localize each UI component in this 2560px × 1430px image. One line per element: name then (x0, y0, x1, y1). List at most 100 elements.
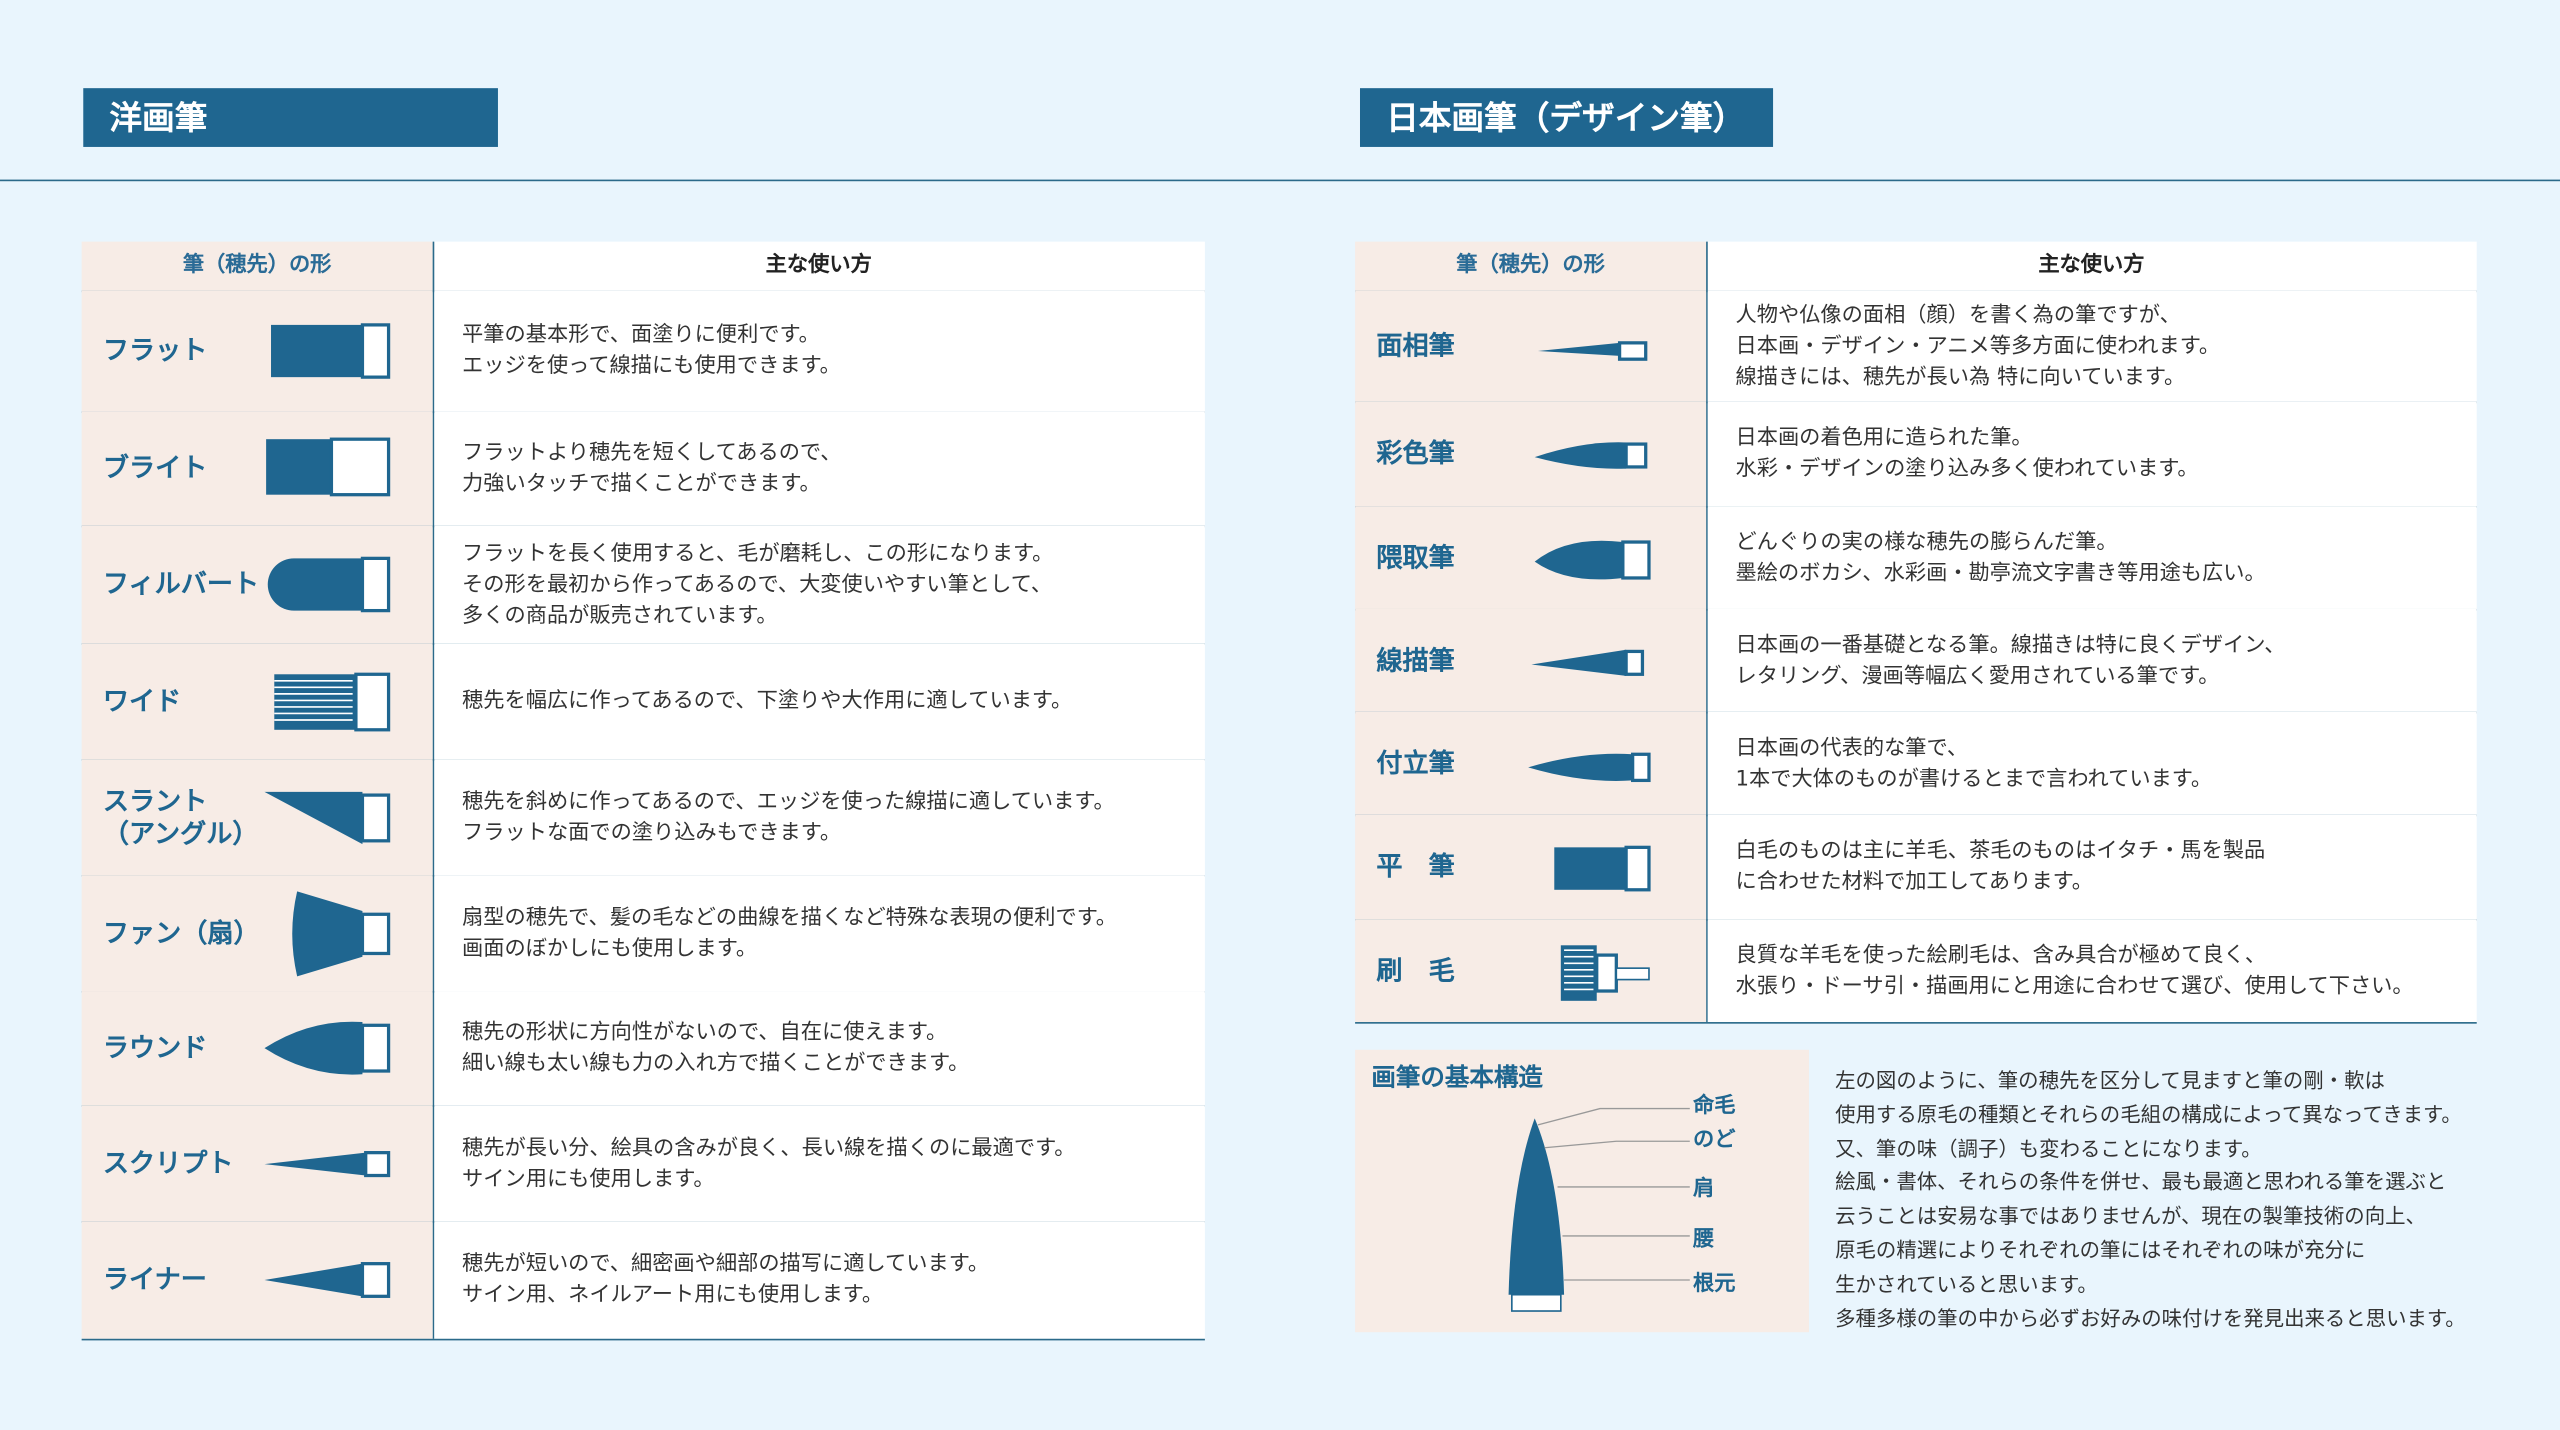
usage-line: エッジを使って線描にも使用できます。 (462, 354, 841, 379)
desc-cell (1707, 608, 2477, 712)
name-cell (1355, 401, 1707, 507)
structure-box (1355, 1049, 1809, 1333)
name-cell (1355, 608, 1707, 712)
desc-cell (1707, 290, 2477, 402)
structure-text: 多種多様の筆の中から必ずお好みの味付けを発見出来ると思います。 (1835, 1305, 2466, 1330)
brush-name: ラウンド (103, 991, 208, 1105)
name-line: スクリプト (102, 1146, 234, 1178)
structure-text: 使用する原毛の種類とそれらの毛組の構成によって異なってきます。 (1835, 1101, 2462, 1127)
name-cell (1355, 290, 1707, 402)
brush-usage: 日本画の代表的な筆で、 1本で大体のものが書けるとまで言われています。 (1736, 712, 2213, 815)
name-line: 彩色筆 (1376, 437, 1455, 469)
brush-name: ブライト (103, 411, 208, 525)
section-title: 日本画筆（デザイン筆） (1359, 88, 1774, 147)
brush-usage: フラットより穂先を短くしてあるので、 力強いタッチで描くことができます。 (462, 411, 842, 525)
brush-name: フラット (103, 291, 208, 412)
usage-line: 日本画の代表的な筆で、 (1735, 735, 1969, 760)
brush-icon (271, 323, 391, 379)
desc-cell (1707, 506, 2477, 609)
brush-icon (1528, 751, 1651, 782)
desc-cell (434, 643, 1205, 760)
structure-text: 原毛の精選によりそれぞれの筆にはそれぞれの味が充分に (1835, 1237, 2366, 1263)
name-line: 線描筆 (1376, 644, 1455, 676)
name-line: 刷 毛 (1376, 954, 1455, 986)
usage-line: 水彩・デザインの塗り込み多く使われています。 (1735, 457, 2199, 482)
desc-cell (434, 1105, 1205, 1222)
desc-cell (434, 875, 1205, 992)
part-label: 根元 (1693, 1271, 1736, 1297)
usage-line: 日本画の着色用に造られた筆。 (1735, 426, 2033, 451)
usage-line: 穂先を幅広に作ってあるので、下塗りや大作用に適しています。 (462, 688, 1073, 714)
desc-cell (434, 759, 1205, 876)
structure-text: 左の図のように、筆の穂先を区分して見ますと筆の剛・軟は (1835, 1067, 2385, 1093)
header-cell: 筆（穂先）の形 (81, 241, 433, 291)
part-label: のど (1693, 1128, 1736, 1153)
section-title: 洋画筆 (83, 88, 498, 147)
desc-cell (1707, 711, 2477, 815)
divider (0, 179, 2560, 182)
brush-name: 付立筆 (1376, 712, 1454, 815)
brush-icon (1534, 539, 1651, 579)
usage-line: 平筆の基本形で、面塗りに便利です。 (462, 323, 820, 348)
usage-line: サイン用、ネイルアート用にも使用します。 (462, 1283, 884, 1308)
brush-icon (267, 556, 391, 613)
rule (81, 1338, 1205, 1341)
structure-title: 画筆の基本構造 (1371, 1062, 1543, 1093)
brush-icon (264, 791, 391, 844)
usage-line: レタリング、漫画等幅広く愛用されている筆です。 (1735, 663, 2220, 689)
brush-usage: 穂先を幅広に作ってあるので、下塗りや大作用に適しています。 (462, 643, 1072, 759)
brush-name: ライナー (103, 1221, 207, 1339)
name-line: ライナー (102, 1263, 207, 1295)
usage-line: サイン用にも使用します。 (462, 1166, 715, 1192)
structure-text: 云うことは安易な事ではありませんが、現在の製筆技術の向上、 (1835, 1203, 2426, 1229)
brush-usage: 扇型の穂先で、髪の毛などの曲線を描くなど特殊な表現の便利です。 画面のぼかしにも使… (462, 875, 1117, 991)
brush-icon (264, 1262, 391, 1298)
usage-line: 日本画の一番基礎となる筆。線描きは特に良くデザイン、 (1735, 632, 2286, 658)
desc-cell (434, 411, 1205, 526)
desc-cell (1707, 814, 2477, 920)
brush-name: スクリプト (103, 1105, 234, 1221)
desc-cell (434, 290, 1205, 412)
brush-usage: 穂先の形状に方向性がないので、自在に使えます。 細い線も太い線も力の入れ方で描くこ… (462, 991, 969, 1105)
usage-line: 良質な羊毛を使った絵刷毛は、含み具合が極めて良く、 (1735, 942, 2267, 968)
name-line: ファン（扇） (102, 916, 260, 948)
name-line: ワイド (102, 684, 182, 716)
name-line: （アングル） (102, 817, 259, 849)
usage-line: 人物や仏像の面相（顔）を書く為の筆ですが、 (1735, 302, 2181, 328)
brush-icon (274, 671, 391, 731)
usage-line: どんぐりの実の様な穂先の膨らんだ筆。 (1735, 529, 2118, 555)
brush-name: 平 筆 (1376, 815, 1454, 919)
header-cell: 主な使い方 (432, 241, 1205, 291)
desc-cell (434, 1221, 1205, 1339)
usage-line: 多くの商品が販売されています。 (462, 603, 778, 628)
usage-line: 画面のぼかしにも使用します。 (462, 936, 758, 961)
brush-name: 面相筆 (1376, 291, 1454, 402)
usage-line: に合わせた材料で加工してあります。 (1735, 870, 2093, 895)
name-line: 隈取筆 (1376, 541, 1455, 573)
desc-cell (1707, 919, 2477, 1023)
usage-line: フラットな面での塗り込みもできます。 (462, 820, 842, 845)
usage-line: 穂先が長い分、絵具の含みが良く、長い線を描くのに最適です。 (462, 1135, 1076, 1160)
brush-icon (1534, 442, 1648, 469)
name-line: フィルバート (102, 568, 260, 600)
usage-line: 白毛のものは主に羊毛、茶毛のものはイタチ・馬を製品 (1735, 839, 2266, 864)
name-line: 平 筆 (1376, 850, 1455, 882)
brush-icon (1531, 648, 1645, 676)
part-label: 腰 (1693, 1227, 1715, 1253)
brush-name: スラント （アングル） (103, 759, 259, 875)
name-line: 面相筆 (1376, 329, 1455, 361)
brush-diagram (1508, 1107, 1690, 1312)
name-line: ラウンド (102, 1031, 208, 1063)
structure-text: 生かされていると思います。 (1835, 1271, 2098, 1296)
brush-icon (1554, 845, 1651, 892)
usage-line: 穂先が短いので、細密画や細部の描写に適しています。 (462, 1252, 990, 1277)
desc-cell (1707, 401, 2477, 507)
usage-line: 水張り・ドーサ引・描画用にと用途に合わせて選び、使用して下さい。 (1735, 973, 2414, 999)
brush-icon (292, 890, 391, 976)
usage-line: 力強いタッチで描くことができます。 (462, 471, 821, 497)
brush-usage: 平筆の基本形で、面塗りに便利です。 エッジを使って線描にも使用できます。 (462, 291, 841, 412)
usage-line: 穂先を斜めに作ってあるので、エッジを使った線描に適しています。 (462, 789, 1115, 814)
usage-line: 線描きには、穂先が長い為 特に向いています。 (1735, 364, 2186, 390)
brush-usage: 日本画の着色用に造られた筆。水彩・デザインの塗り込み多く使われています。 (1736, 402, 2199, 506)
usage-line: 穂先の形状に方向性がないので、自在に使えます。 (462, 1020, 948, 1045)
